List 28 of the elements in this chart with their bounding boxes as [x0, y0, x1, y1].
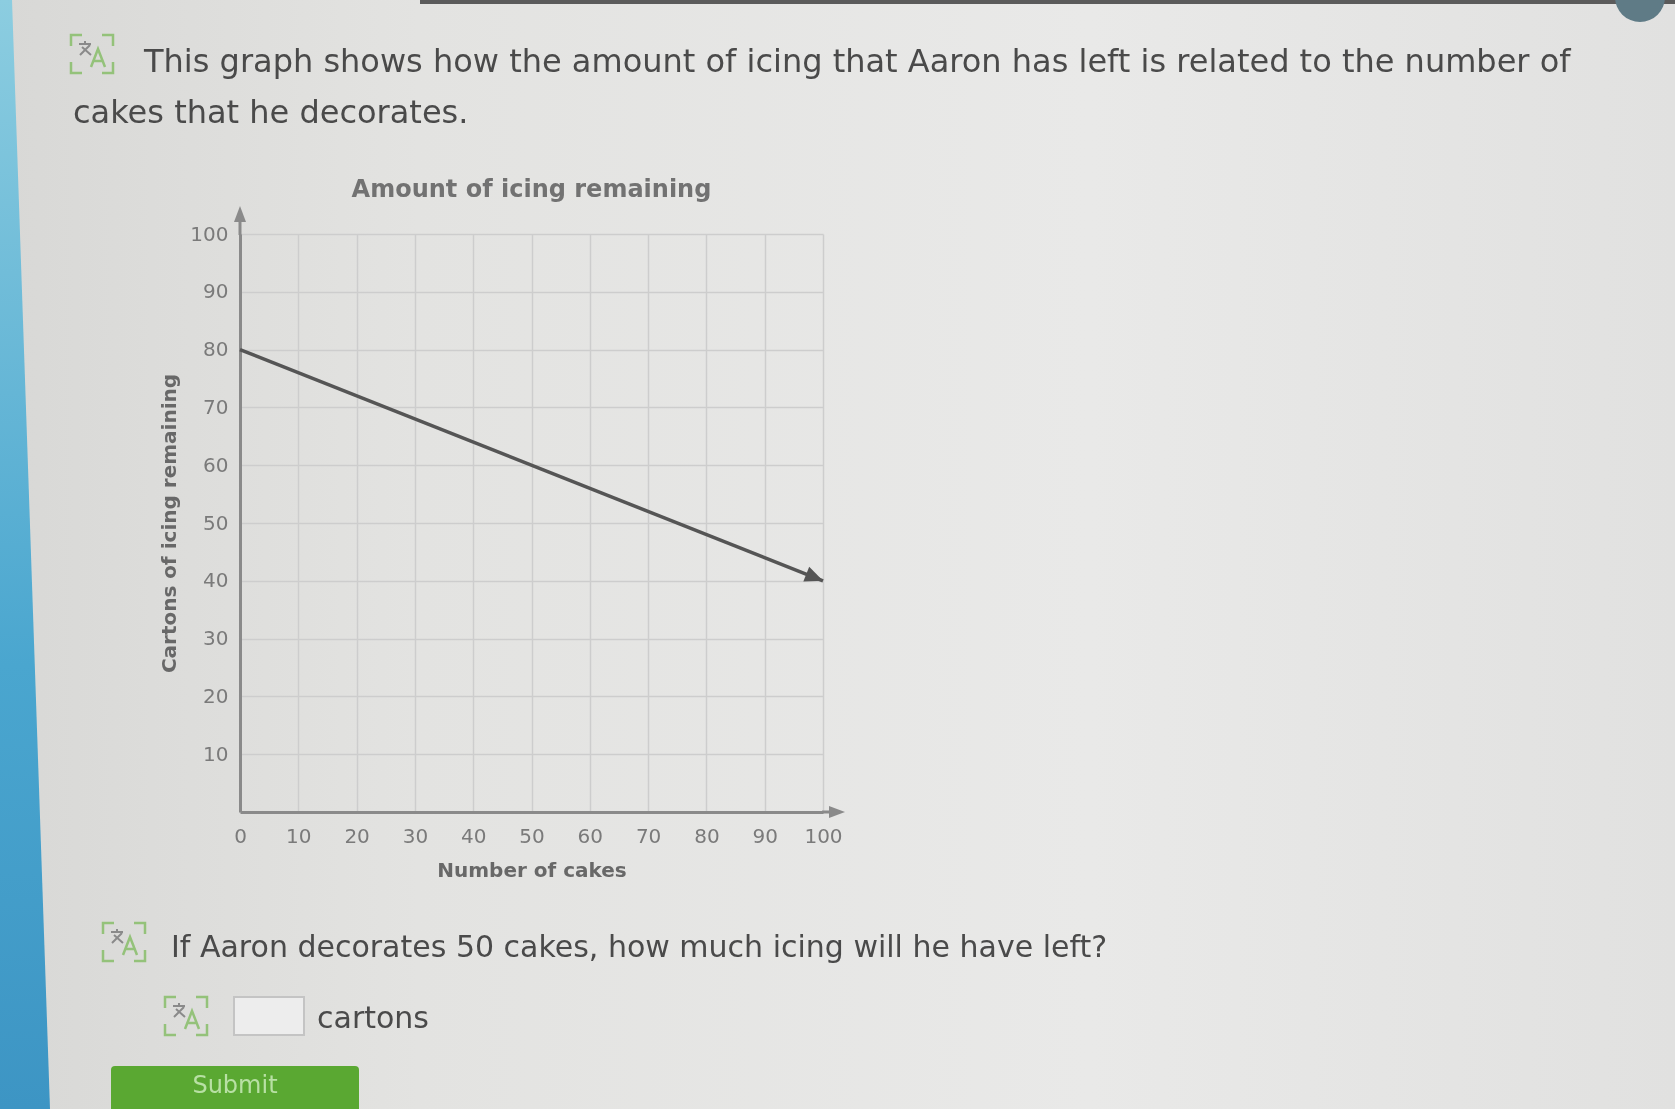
y-tick-label: 40: [203, 568, 229, 593]
button: Submit: [111, 1066, 359, 1109]
x-tick-label: 20: [344, 823, 370, 848]
x-tick-label: 10: [286, 823, 312, 848]
y-tick-label: 60: [203, 452, 229, 477]
x-tick-label: 30: [402, 823, 429, 848]
text: This graph shows how the amount of icing that Aaron has left is related to the number of cakes that he decorates.: [73, 41, 1572, 133]
x-tick-label: 90: [752, 823, 778, 848]
x-tick-label: 60: [577, 823, 604, 848]
x-tick-label: 40: [460, 823, 487, 848]
y-tick-label: 80: [203, 337, 229, 362]
y-tick-label: 50: [203, 510, 229, 535]
y-tick-label: 70: [203, 394, 229, 419]
chart-title: Amount of icing remaining: [351, 175, 712, 203]
y-tick-label: 20: [203, 683, 229, 708]
y-tick-label: 10: [203, 741, 229, 766]
x-tick-label: 0: [234, 823, 247, 848]
text: cartons: [317, 1000, 429, 1035]
x-axis-title: Number of cakes: [437, 857, 627, 882]
text: If Aaron decorates 50 cakes, how much icing will he have left?: [171, 929, 1108, 964]
x-tick-label: 70: [635, 823, 662, 848]
y-tick-label: 90: [203, 279, 229, 304]
x-tick-label: 100: [804, 823, 843, 848]
x-tick-label: 80: [694, 823, 720, 848]
y-tick-label: 100: [190, 221, 229, 246]
x-tick-label: 50: [519, 823, 545, 848]
y-tick-label: 30: [203, 626, 229, 651]
y-axis-title: Cartons of icing remaining: [157, 373, 182, 674]
